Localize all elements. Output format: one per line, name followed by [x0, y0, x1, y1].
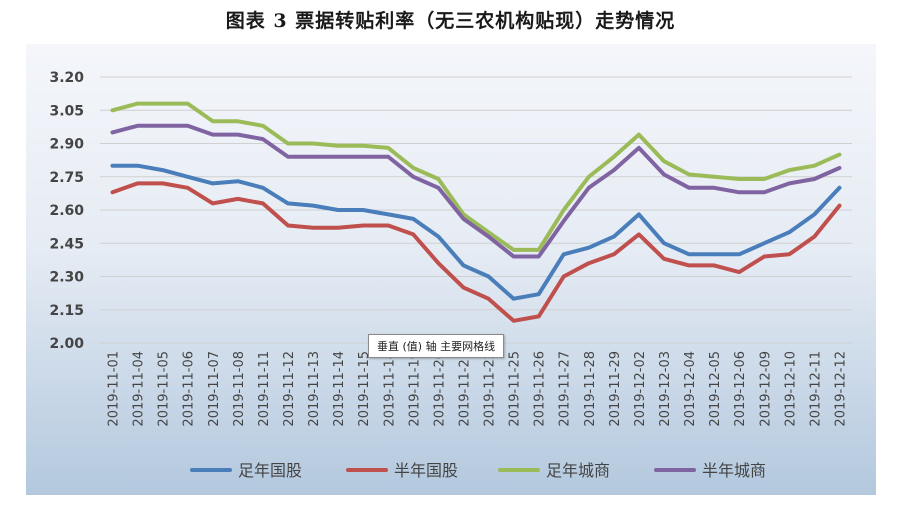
x-tick-label: 2019-11-28 — [583, 351, 598, 427]
y-tick-label: 3.05 — [49, 103, 84, 119]
x-tick-label: 2019-11-08 — [232, 351, 247, 427]
x-tick-label: 2019-11-26 — [533, 351, 548, 427]
legend-label: 足年国股 — [238, 461, 302, 480]
chart-title: 图表 3 票据转贴利率（无三农机构贴现）走势情况 — [225, 10, 676, 32]
gridline-tooltip: 垂直 (值) 轴 主要网格线 — [368, 334, 505, 358]
x-tick-label: 2019-11-25 — [508, 351, 523, 427]
y-tick-label: 2.90 — [49, 137, 84, 153]
series-line — [110, 163, 842, 301]
gridlines — [100, 76, 852, 344]
y-tick-label: 2.00 — [49, 336, 84, 352]
y-tick-label: 2.75 — [49, 170, 84, 186]
x-tick-label: 2019-11-01 — [107, 351, 122, 427]
x-tick-label: 2019-11-20 — [432, 351, 447, 427]
legend-label: 足年城商 — [546, 461, 610, 480]
x-tick-label: 2019-12-03 — [658, 351, 673, 427]
x-tick-label: 2019-11-18 — [382, 351, 397, 427]
x-tick-label: 2019-11-22 — [483, 351, 498, 427]
y-tick-label: 2.30 — [49, 270, 84, 286]
x-tick-label: 2019-11-19 — [407, 351, 422, 427]
series-line — [110, 123, 842, 259]
legend: 足年国股 半年国股 足年城商 半年城商 — [190, 461, 766, 480]
series-line — [110, 181, 842, 323]
chart-area: 3.20 3.05 2.90 2.75 2.60 2.45 2.30 2.15 2.00 201… — [26, 44, 876, 495]
x-tick-label: 2019-11-04 — [132, 351, 147, 427]
x-tick-label: 2019-12-12 — [833, 351, 848, 427]
x-tick-label: 2019-11-12 — [282, 351, 297, 427]
x-tick-label: 2019-12-02 — [633, 351, 648, 427]
x-axis-tick-labels: 2019-11-01 2019-11-04 2019-11-05 2019-11-06… — [107, 351, 849, 427]
y-tick-label: 2.45 — [49, 236, 84, 252]
x-tick-label: 2019-11-15 — [357, 351, 372, 427]
legend-label: 半年国股 — [394, 461, 458, 480]
x-tick-label: 2019-12-10 — [783, 351, 798, 427]
x-tick-label: 2019-11-06 — [182, 351, 197, 427]
y-tick-label: 2.15 — [49, 303, 84, 319]
x-tick-label: 2019-11-05 — [157, 351, 172, 427]
x-tick-label: 2019-12-04 — [683, 351, 698, 427]
x-tick-label: 2019-11-14 — [332, 351, 347, 427]
x-tick-label: 2019-11-07 — [207, 351, 222, 427]
legend-label: 半年城商 — [702, 461, 766, 480]
x-tick-label: 2019-12-09 — [758, 351, 773, 427]
x-tick-label: 2019-11-21 — [457, 351, 472, 427]
x-tick-label: 2019-11-27 — [558, 351, 573, 427]
x-tick-label: 2019-11-29 — [608, 351, 623, 427]
series-lines — [110, 101, 842, 323]
x-tick-label: 2019-11-13 — [307, 351, 322, 427]
series-line — [110, 101, 842, 252]
x-tick-label: 2019-11-11 — [257, 351, 272, 427]
x-tick-label: 2019-12-05 — [708, 351, 723, 427]
y-axis-tick-labels: 3.20 3.05 2.90 2.75 2.60 2.45 2.30 2.15 2.00 — [49, 70, 84, 352]
line-chart: 3.20 3.05 2.90 2.75 2.60 2.45 2.30 2.15 2.00 201… — [49, 70, 852, 480]
x-tick-label: 2019-12-11 — [808, 351, 823, 427]
x-tick-label: 2019-12-06 — [733, 351, 748, 427]
y-tick-label: 2.60 — [49, 203, 84, 219]
y-tick-label: 3.20 — [49, 70, 84, 86]
